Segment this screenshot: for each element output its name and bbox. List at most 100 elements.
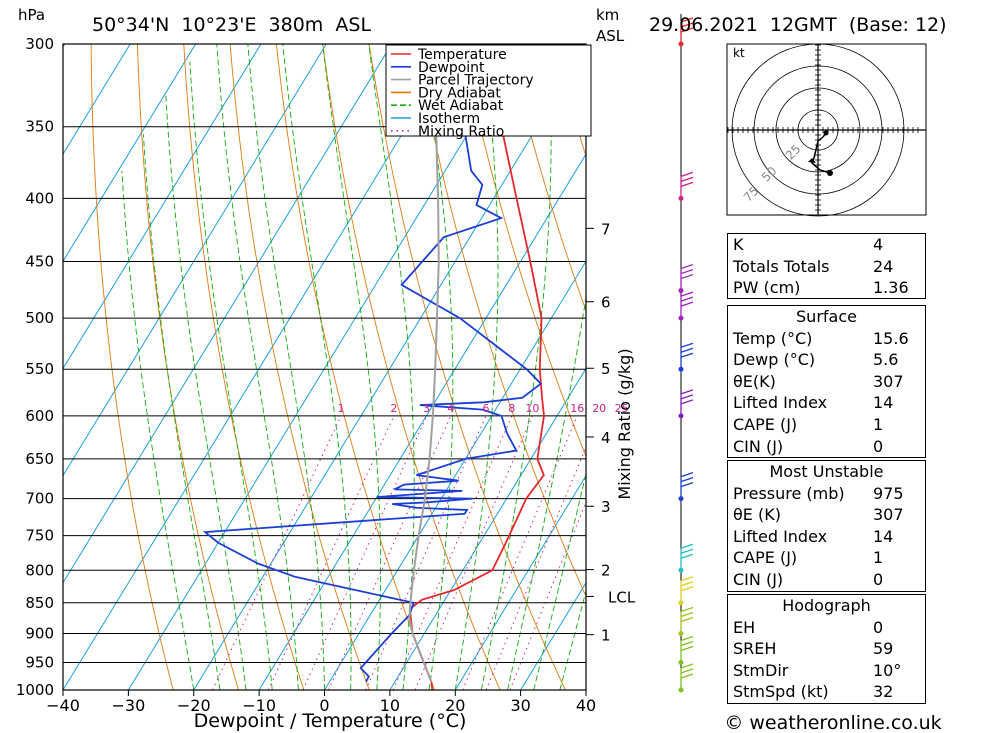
mixing-ratio-line	[509, 501, 586, 690]
legend-label: Mixing Ratio	[418, 124, 504, 140]
wind-barb-flag	[680, 296, 694, 302]
x-tick-label: −30	[111, 696, 145, 715]
height-tick-label: 5	[601, 360, 611, 378]
wind-barb-flag	[680, 482, 694, 488]
wet-adiabat-line	[247, 44, 325, 690]
wet-adiabat-line	[189, 61, 273, 690]
hodograph-table-box: Hodograph EH 0 SREH 59 StmDir 10° StmSpd (kt) 3…	[727, 594, 926, 704]
row-label: θE (K)	[733, 505, 781, 525]
surface-box: Surface Temp (°C) 15.6 Dewp (°C) 5.6 θE(K) 30…	[727, 305, 926, 458]
row-label: StmDir	[733, 660, 789, 680]
pressure-tick-label: 1000	[16, 681, 54, 699]
pressure-tick-label: 600	[25, 407, 54, 425]
mixing-ratio-label: 25	[615, 402, 629, 415]
wind-barb-flag	[680, 268, 694, 275]
wind-barb	[678, 171, 694, 201]
wind-barb	[678, 342, 694, 372]
row-value: 0	[873, 617, 884, 637]
wind-barb-flag	[680, 606, 694, 613]
wind-barb-flag	[680, 22, 694, 28]
row-value: 0	[873, 436, 884, 456]
table-row: Temp (°C) 15.6	[728, 328, 925, 350]
x-tick-label: 20	[445, 696, 465, 715]
row-label: StmSpd (kt)	[733, 682, 829, 702]
legend-label: Wet Adiabat	[418, 98, 504, 114]
wind-barb-flag	[680, 548, 694, 554]
table-row: θE(K) 307	[728, 371, 925, 393]
wet-adiabat-line	[142, 134, 221, 690]
pressure-tick-label: 700	[25, 490, 54, 508]
isotherm-line	[63, 44, 458, 690]
table-row: CAPE (J) 1	[728, 414, 925, 436]
wet-adiabat-line	[216, 44, 299, 690]
table-row: Dewp (°C) 5.6	[728, 349, 925, 371]
wind-barb-flag	[680, 611, 694, 618]
row-label: SREH	[733, 639, 777, 659]
table-row: SREH 59	[728, 638, 925, 660]
wind-barb-flag	[680, 342, 694, 348]
mixing-ratio-label: 20	[592, 402, 606, 415]
isotherm-line	[63, 44, 131, 156]
row-label: CIN (J)	[733, 569, 784, 589]
wind-barb-flag	[680, 389, 694, 395]
wet-adiabat-line	[121, 170, 195, 690]
most-unstable-title: Most Unstable	[769, 462, 884, 481]
height-tick-label: 4	[601, 429, 611, 447]
pressure-tick-label: 350	[25, 118, 54, 136]
isotherm-line	[63, 44, 196, 263]
legend-label: Dry Adiabat	[418, 85, 501, 101]
table-row: Lifted Index 14	[728, 392, 925, 414]
wet-adiabat-line	[421, 44, 454, 690]
height-tick-label: 7	[601, 220, 611, 238]
row-value: 0	[873, 569, 884, 589]
row-value: 14	[873, 526, 894, 546]
height-tick-label: 3	[601, 498, 611, 516]
table-row: EH 0	[728, 617, 925, 639]
wind-barb-flag	[680, 543, 694, 549]
mixing-ratio-label: 6	[482, 402, 489, 415]
hodograph-start-dot	[823, 130, 829, 136]
row-label: CIN (J)	[733, 436, 784, 456]
pressure-tick-label: 850	[25, 594, 54, 612]
wind-barb-flag	[680, 273, 694, 280]
wind-barb	[678, 472, 694, 502]
pressure-tick-label: 550	[25, 360, 54, 378]
x-tick-label: −20	[177, 696, 211, 715]
row-label: Pressure (mb)	[733, 483, 845, 503]
wind-barb-flag	[680, 171, 694, 177]
row-value: 1	[873, 548, 884, 568]
wind-barb-flag	[680, 27, 694, 33]
height-tick-label: 2	[601, 562, 611, 580]
pressure-tick-label: 950	[25, 653, 54, 671]
wind-barb-flag	[680, 635, 694, 642]
row-value: 59	[873, 639, 894, 659]
wet-adiabat-line	[165, 95, 247, 690]
row-value: 975	[873, 483, 904, 503]
row-value: 15.6	[873, 328, 909, 348]
wind-barb-flag	[680, 477, 694, 483]
wind-barb-flag	[680, 645, 694, 652]
x-tick-label: 10	[380, 696, 400, 715]
hodograph-storm-marker	[808, 158, 816, 163]
dry-adiabat-line	[229, 44, 370, 690]
table-row: CIN (J) 0	[728, 436, 925, 458]
row-value: 32	[873, 682, 894, 702]
row-label: θE(K)	[733, 371, 776, 391]
legend-box	[385, 44, 592, 137]
mixing-ratio-line	[267, 415, 395, 690]
wind-barb	[678, 291, 694, 321]
index-value: 24	[873, 256, 894, 276]
wind-barb-flag	[680, 640, 694, 647]
pressure-tick-label: 900	[25, 624, 54, 642]
mixing-ratio-label: 4	[447, 402, 454, 415]
x-tick-label: 0	[319, 696, 329, 715]
isotherm-line	[258, 153, 586, 690]
mixing-ratio-line	[392, 415, 513, 690]
table-row: θE (K) 307	[728, 504, 925, 526]
index-label: Totals Totals	[733, 256, 830, 276]
wind-barb-flag	[680, 673, 694, 679]
wind-barb-flag	[680, 291, 694, 297]
